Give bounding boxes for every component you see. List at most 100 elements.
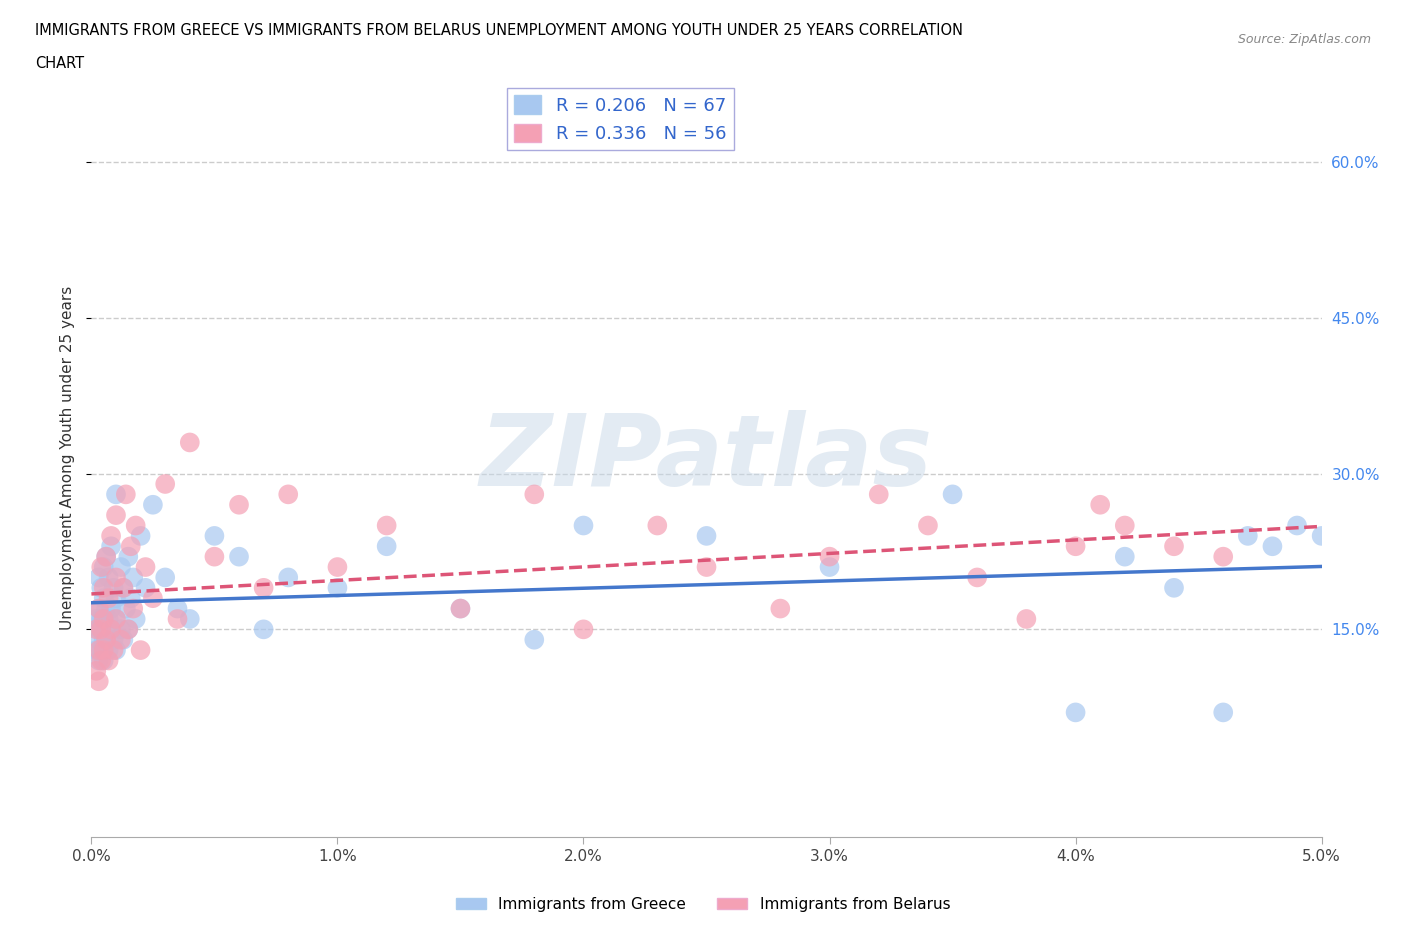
Point (105, 508, 127, 523)
Point (645, 518, 668, 533)
Point (769, 601, 792, 616)
Point (142, 591, 165, 605)
Point (87, 674, 110, 689)
Point (93, 591, 115, 605)
Point (120, 591, 142, 605)
Point (114, 601, 138, 616)
Point (90, 622, 112, 637)
Point (942, 487, 965, 502)
Point (135, 560, 156, 575)
Point (90, 612, 112, 627)
Point (1212, 550, 1234, 565)
Point (1114, 550, 1136, 565)
Point (86, 612, 108, 627)
Point (90, 643, 112, 658)
Point (112, 580, 135, 595)
Point (1114, 518, 1136, 533)
Point (572, 518, 595, 533)
Legend: R = 0.206   N = 67, R = 0.336   N = 56: R = 0.206 N = 67, R = 0.336 N = 56 (508, 88, 734, 151)
Point (153, 476, 177, 491)
Point (100, 601, 122, 616)
Point (1163, 538, 1185, 553)
Point (112, 632, 135, 647)
Text: Source: ZipAtlas.com: Source: ZipAtlas.com (1237, 33, 1371, 46)
Point (135, 580, 156, 595)
Point (1163, 580, 1185, 595)
Point (96, 632, 117, 647)
Point (153, 570, 177, 585)
Point (97, 612, 120, 627)
Point (166, 612, 188, 627)
Point (96, 632, 117, 647)
Text: CHART: CHART (35, 56, 84, 71)
Point (100, 622, 122, 637)
Point (1212, 705, 1234, 720)
Point (818, 560, 841, 575)
Point (375, 538, 398, 553)
Point (449, 601, 471, 616)
Point (86, 663, 108, 678)
Point (93, 612, 115, 627)
Point (87, 643, 110, 658)
Point (105, 591, 127, 605)
Point (917, 518, 939, 533)
Point (90, 653, 112, 668)
Point (375, 518, 398, 533)
Point (572, 622, 595, 637)
Point (124, 518, 148, 533)
Point (86, 622, 108, 637)
Point (1237, 528, 1260, 543)
Point (253, 580, 276, 595)
Point (277, 570, 299, 585)
Point (120, 538, 142, 553)
Text: IMMIGRANTS FROM GREECE VS IMMIGRANTS FROM BELARUS UNEMPLOYMENT AMONG YOUTH UNDER: IMMIGRANTS FROM GREECE VS IMMIGRANTS FRO… (35, 23, 963, 38)
Point (114, 487, 138, 502)
Point (696, 528, 718, 543)
Point (1064, 538, 1087, 553)
Point (93, 632, 115, 647)
Point (122, 570, 145, 585)
Point (868, 487, 890, 502)
Point (97, 653, 120, 668)
Point (87, 601, 110, 616)
Point (202, 528, 225, 543)
Point (122, 601, 145, 616)
Point (124, 612, 148, 627)
Point (87, 632, 110, 647)
Point (97, 591, 120, 605)
Point (103, 632, 125, 647)
Point (166, 601, 188, 616)
Point (105, 487, 127, 502)
Point (818, 550, 841, 565)
Point (326, 560, 349, 575)
Point (1261, 538, 1284, 553)
Point (112, 580, 135, 595)
Point (96, 550, 117, 565)
Point (142, 498, 165, 512)
Point (105, 643, 127, 658)
Point (110, 560, 132, 575)
Point (966, 570, 988, 585)
Legend: Immigrants from Greece, Immigrants from Belarus: Immigrants from Greece, Immigrants from … (450, 891, 956, 918)
Point (90, 560, 112, 575)
Point (93, 653, 115, 668)
Point (696, 560, 718, 575)
Point (1064, 705, 1087, 720)
Point (326, 580, 349, 595)
Point (1286, 518, 1309, 533)
Point (96, 601, 117, 616)
Point (253, 622, 276, 637)
Point (129, 643, 152, 658)
Point (103, 580, 125, 595)
Point (117, 550, 139, 565)
Point (93, 560, 115, 575)
Point (100, 622, 122, 637)
Point (93, 612, 115, 627)
Point (110, 632, 132, 647)
Point (105, 612, 127, 627)
Point (202, 550, 225, 565)
Point (93, 580, 115, 595)
Point (523, 632, 546, 647)
Point (1310, 528, 1333, 543)
Point (100, 538, 122, 553)
